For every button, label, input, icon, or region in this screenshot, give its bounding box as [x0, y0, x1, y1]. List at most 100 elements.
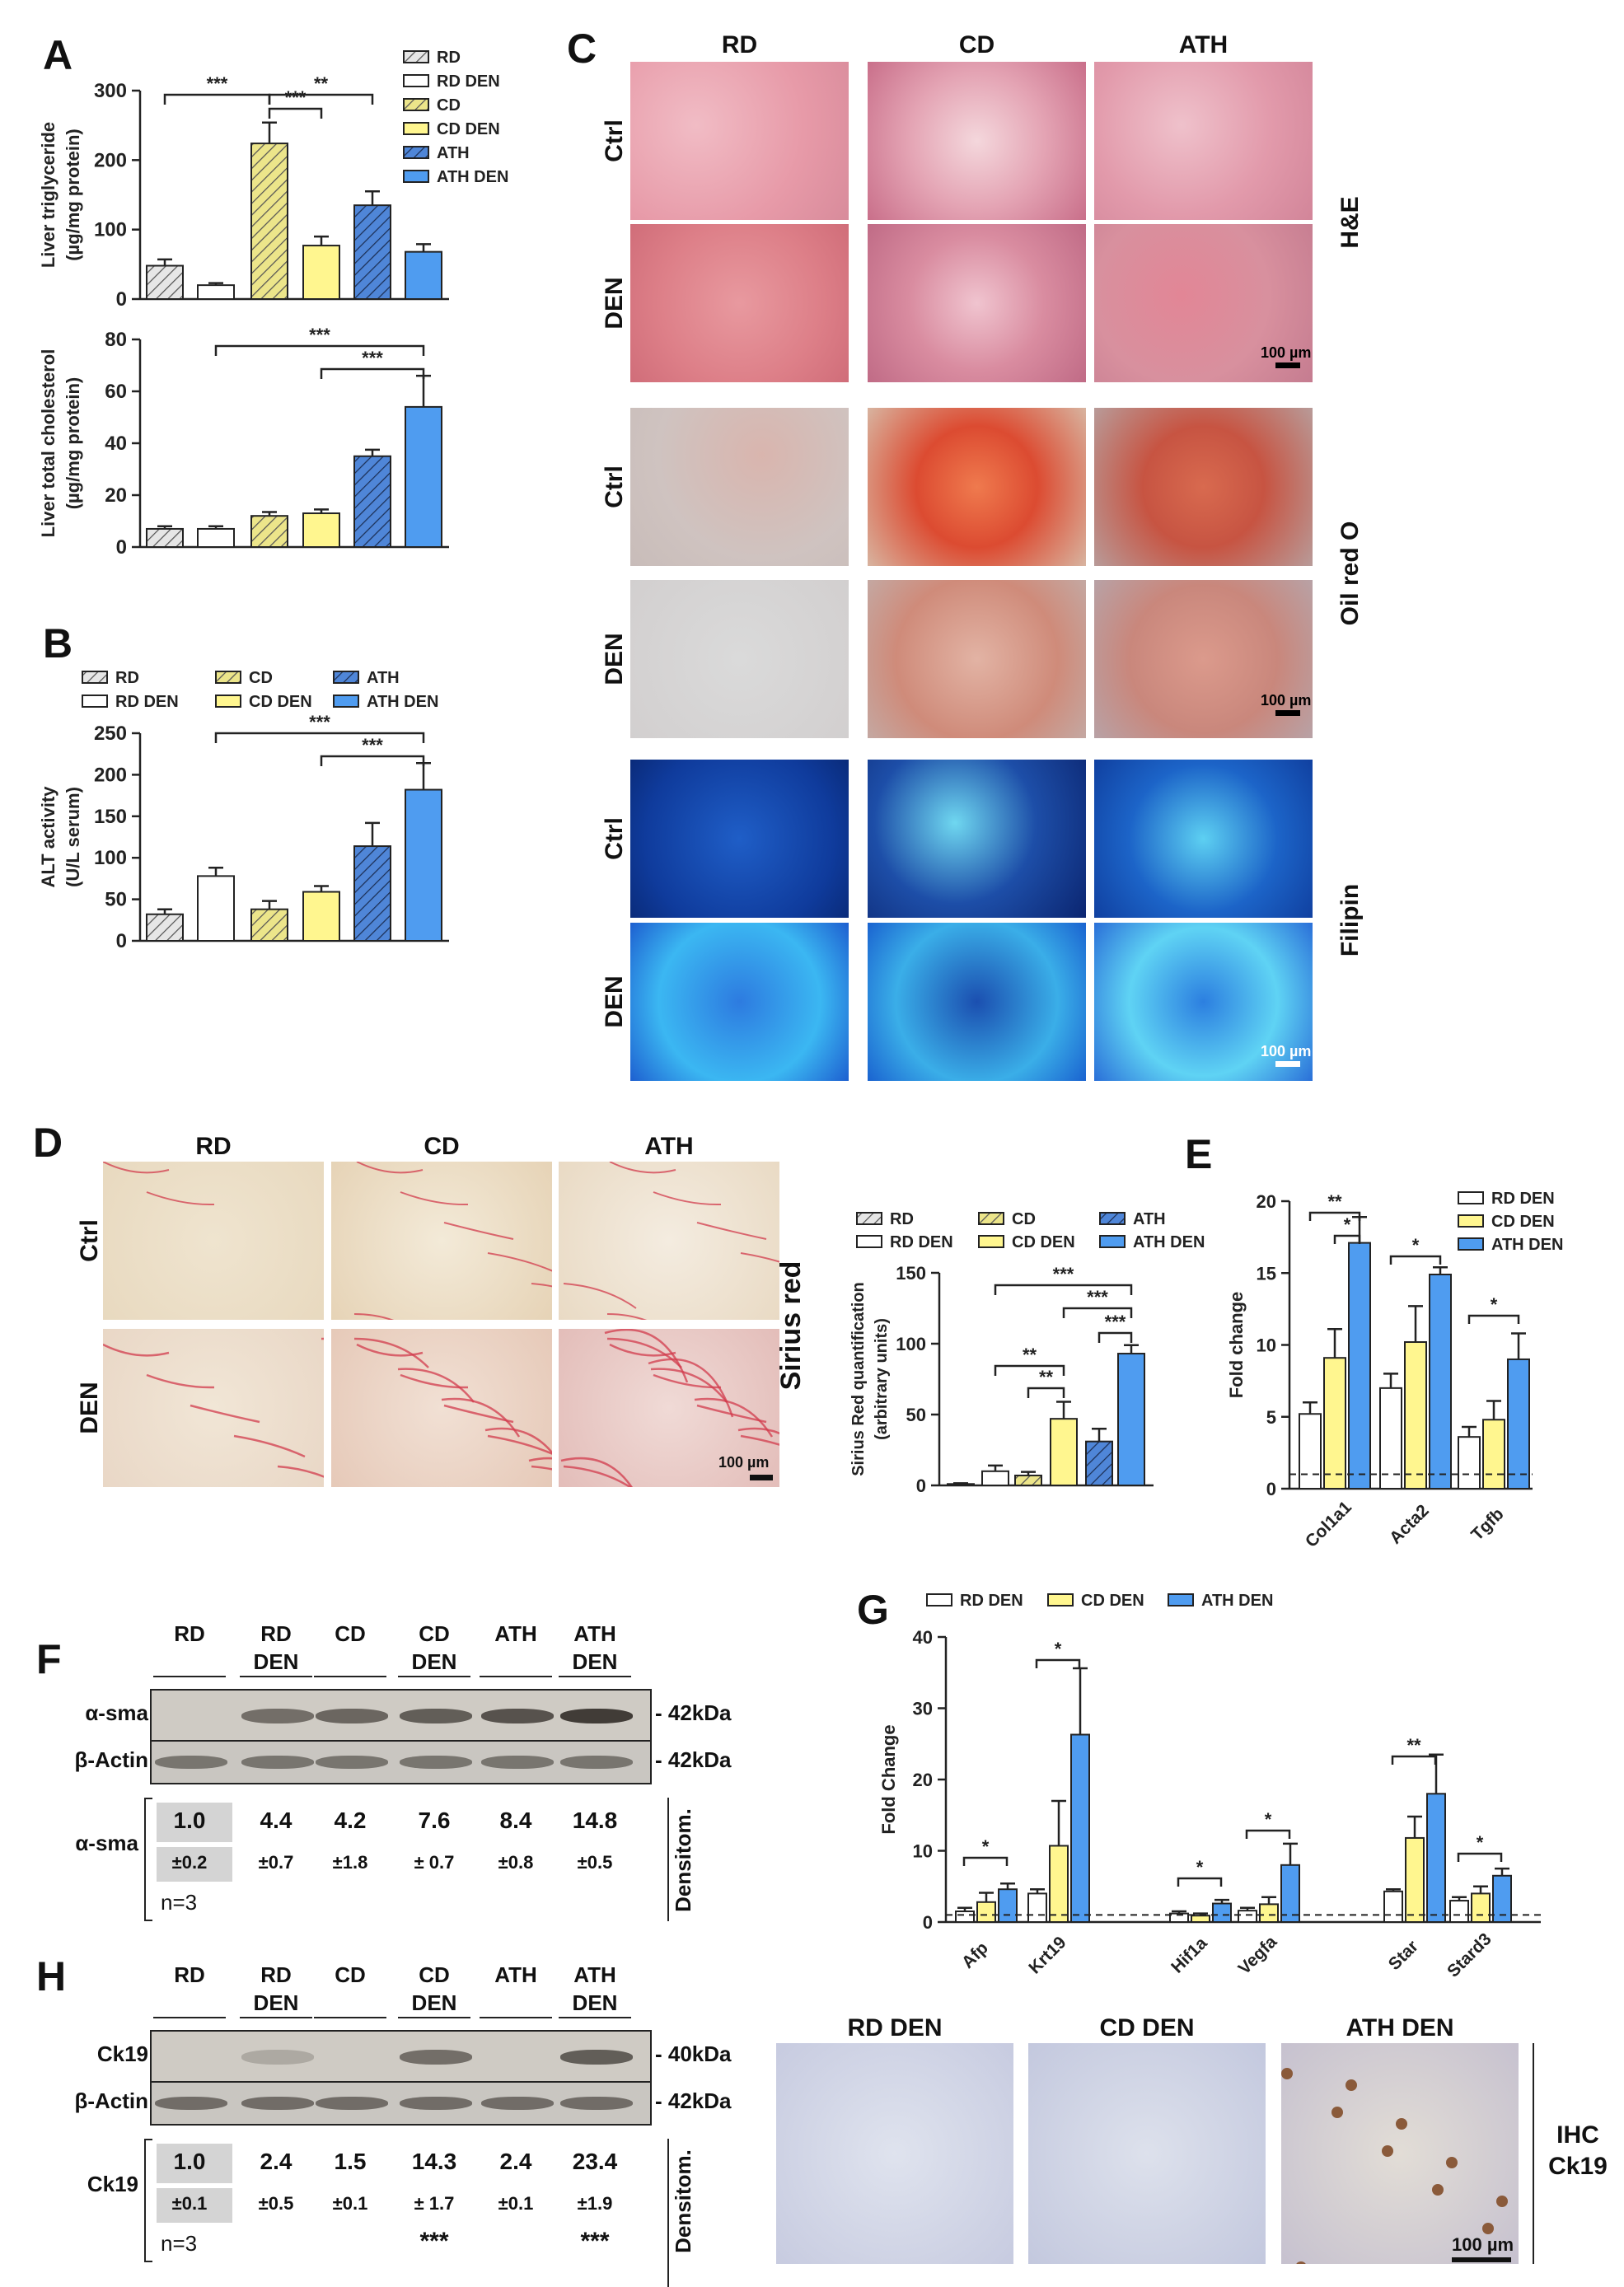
column-label: RD [195, 1133, 232, 1160]
table-bracket [144, 1798, 152, 1799]
significance-bracket [1308, 1211, 1361, 1221]
legend-label: RD DEN [1491, 1190, 1555, 1208]
scale-bar [750, 1475, 773, 1480]
lane-underline [240, 1676, 312, 1677]
scale-bar-label: 100 µm [718, 1454, 770, 1471]
legend-swatch [856, 1235, 882, 1248]
significance-label: *** [309, 325, 330, 345]
y-axis-label: Sirius Red quantification [849, 1282, 868, 1476]
lane-label: ATH [494, 1962, 537, 1987]
fiber-overlay [103, 1337, 324, 1478]
legend-swatch [403, 50, 429, 63]
bar-g [1070, 1733, 1090, 1923]
legend-swatch [1458, 1191, 1484, 1204]
fiber-path [353, 1313, 395, 1320]
densitometry-sd: ± 0.7 [414, 1852, 455, 1873]
row-label: Ctrl [601, 817, 628, 860]
bar-g [955, 1911, 975, 1923]
densitometry-mean: 8.4 [499, 1808, 532, 1833]
stain-label: H&E [1336, 195, 1364, 249]
bar-a-top [302, 245, 340, 300]
significance-bracket [1027, 1387, 1065, 1398]
micrograph-filipin-ctrl-cd [868, 760, 1086, 918]
lane-underline [153, 2017, 226, 2018]
sirius-micrograph-ctrl-cd [331, 1162, 552, 1320]
micrograph-he-den-cd [868, 224, 1086, 382]
ihc-micrograph-ath-den [1281, 2043, 1519, 2264]
significance-label: * [1477, 1832, 1484, 1853]
bar-a-bottom [146, 527, 184, 549]
scale-bar [1275, 362, 1300, 368]
fiber-path [648, 1358, 734, 1418]
fiber-path [484, 1427, 552, 1455]
legend-swatch [403, 146, 429, 159]
lane-label: RD [260, 1621, 292, 1646]
micrograph-oilredo-den-cd [868, 580, 1086, 738]
y-axis-label: Liver total cholesterol [38, 349, 59, 538]
densitometry-mean: 1.0 [173, 2149, 206, 2174]
lane-underline [314, 2017, 386, 2018]
sirius-micrograph-ctrl-rd [103, 1162, 324, 1320]
micrograph-oilredo-den-rd [630, 580, 849, 738]
legend-label: CD [437, 96, 461, 115]
fiber-path [103, 1343, 170, 1357]
densitometry-sd: ±0.1 [171, 2193, 208, 2214]
table-bracket [144, 2261, 152, 2262]
blot-band [316, 1756, 388, 1769]
sirius-micrograph-ctrl-ath [559, 1162, 779, 1320]
y-axis-label: Fold change [1226, 1292, 1247, 1399]
sirius-micrograph-den-cd [331, 1329, 552, 1487]
significance-bracket [214, 344, 425, 356]
y-tick-label: 0 [116, 930, 127, 952]
significance-label: * [982, 1836, 990, 1857]
blot-band [481, 1709, 554, 1723]
legend-label: CD DEN [1081, 1592, 1144, 1610]
fiber-path [356, 1343, 424, 1357]
legend-label: ATH DEN [437, 168, 508, 186]
panel-letter-h: H [36, 1953, 67, 1999]
significance-bracket [994, 1284, 1133, 1295]
row-label: Ctrl [601, 465, 628, 508]
lane-underline [314, 1676, 386, 1677]
fiber-path [653, 1373, 722, 1389]
significance-label: * [1491, 1294, 1498, 1315]
fiber-path [487, 1252, 552, 1272]
x-tick-label: Tgfb [1467, 1504, 1507, 1544]
scale-bar [1275, 1061, 1300, 1067]
x-tick-label: Hif1a [1168, 1934, 1211, 1977]
significance-bracket [994, 1364, 1065, 1376]
lane-underline [398, 2017, 470, 2018]
legend-label: RD [437, 49, 461, 67]
blot-band [241, 2050, 314, 2065]
panel-letter-a: A [43, 32, 73, 78]
scale-bar [1275, 710, 1300, 716]
bar-d [1014, 1474, 1042, 1486]
legend-label: CD [1012, 1210, 1036, 1228]
legend-label: CD DEN [437, 120, 500, 138]
row-label: Ctrl [76, 1219, 103, 1262]
fiber-path [146, 1191, 215, 1206]
bar-e [1458, 1436, 1481, 1490]
legend-swatch [403, 74, 429, 87]
legend-swatch [1099, 1212, 1126, 1225]
reference-cell [157, 1803, 232, 1842]
legend-label: CD DEN [1491, 1213, 1555, 1231]
fiber-path [650, 1368, 728, 1403]
bar-b [405, 788, 442, 942]
lane-label: RD [260, 1962, 292, 1987]
scale-bar [1452, 2257, 1511, 2262]
blot-strip-target [150, 1689, 652, 1742]
y-tick-label: 10 [1257, 1335, 1276, 1356]
bar-b [250, 908, 288, 942]
fiber-overlay [353, 1162, 552, 1320]
bar-b [146, 913, 184, 942]
bar-d [1117, 1353, 1145, 1487]
lane-underline [559, 2017, 631, 2018]
fiber-path [321, 1337, 324, 1340]
y-tick-label: 40 [913, 1627, 933, 1648]
y-axis-label: (arbitrary units) [873, 1318, 891, 1440]
lane-label: ATH [494, 1621, 537, 1646]
column-label: RD [721, 31, 758, 58]
ck19-positive-cell [1432, 2184, 1444, 2196]
lane-underline [480, 2017, 552, 2018]
